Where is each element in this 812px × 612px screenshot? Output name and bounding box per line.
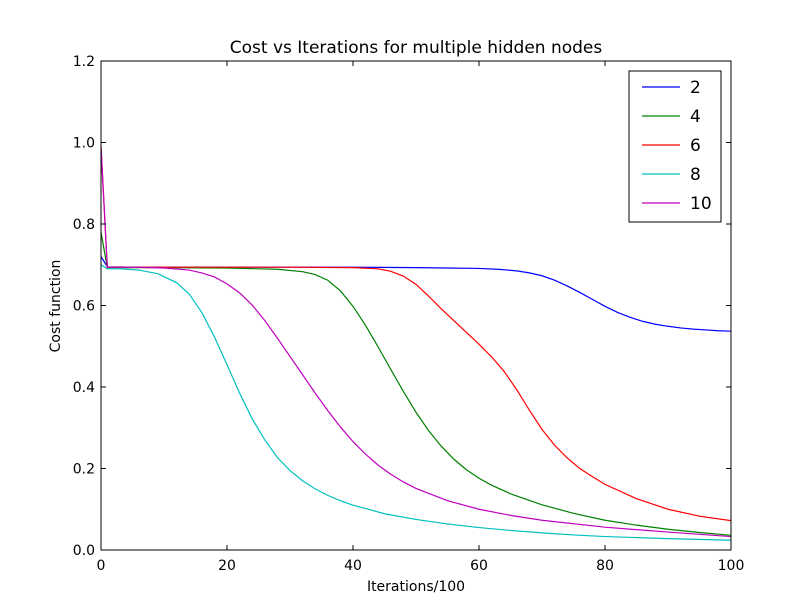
y-tick-label: 0.4 [73, 380, 95, 396]
y-tick-label: 0.2 [73, 462, 95, 478]
y-tick-label: 0.0 [73, 543, 95, 559]
legend-label-2: 2 [690, 78, 701, 98]
legend: 2 4 6 8 10 [628, 70, 722, 223]
y-tick-label: 1.2 [73, 54, 95, 70]
series-line-4 [101, 232, 731, 536]
series-line-6 [101, 146, 731, 522]
legend-label-4: 4 [690, 107, 701, 127]
legend-label-8: 8 [690, 165, 701, 185]
y-tick-label: 1.0 [73, 136, 95, 152]
x-tick-label: 80 [596, 558, 614, 574]
legend-label-10: 10 [690, 194, 712, 214]
x-tick-label: 40 [344, 558, 362, 574]
x-axis-label: Iterations/100 [367, 579, 465, 595]
x-tick-label: 0 [97, 558, 106, 574]
x-tick-label: 60 [470, 558, 488, 574]
y-tick-label: 0.6 [73, 299, 95, 315]
tick-layer: 0 20 40 60 80 100 0.0 0.2 0.4 0.6 0.8 1.0 1.2 [73, 54, 745, 574]
series-layer [101, 146, 731, 541]
chart-title: Cost vs Iterations for multiple hidden n… [230, 38, 603, 58]
x-tick-label: 20 [218, 558, 236, 574]
series-line-10 [101, 146, 731, 538]
y-tick-label: 0.8 [73, 217, 95, 233]
x-tick-label: 100 [718, 558, 745, 574]
legend-label-6: 6 [690, 136, 701, 156]
series-line-8 [101, 264, 731, 541]
legend-box [628, 70, 722, 223]
y-axis-label: Cost function [48, 260, 64, 353]
